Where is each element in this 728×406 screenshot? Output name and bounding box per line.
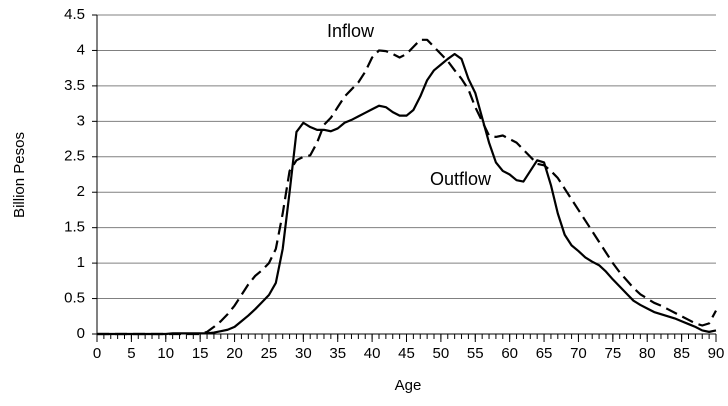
x-tick-label: 75: [604, 345, 621, 362]
y-axis-label: Billion Pesos: [11, 132, 28, 218]
x-tick-label: 55: [467, 345, 484, 362]
x-tick-label: 45: [398, 345, 415, 362]
x-tick-label: 25: [261, 345, 278, 362]
x-tick-label: 30: [295, 345, 312, 362]
series-line: [97, 52, 717, 336]
series-annotation: Inflow: [327, 21, 375, 41]
x-tick-label: 60: [501, 345, 518, 362]
y-tick-label: 2.5: [64, 148, 85, 165]
y-tick-label: 0: [77, 325, 85, 342]
x-tick-label: 15: [192, 345, 209, 362]
x-tick-label: 35: [329, 345, 346, 362]
x-axis-label: Age: [395, 377, 422, 394]
x-tick-label: 80: [639, 345, 656, 362]
x-tick-label: 85: [673, 345, 690, 362]
y-tick-label: 0.5: [64, 290, 85, 307]
series-annotation: Outflow: [430, 169, 492, 189]
y-tick-label: 3.5: [64, 77, 85, 94]
y-tick-label: 4: [77, 41, 85, 58]
x-tick-label: 50: [433, 345, 450, 362]
y-tick-label: 1: [77, 254, 85, 271]
y-tick-label: 2: [77, 183, 85, 200]
x-tick-label: 10: [157, 345, 174, 362]
x-tick-label: 65: [536, 345, 553, 362]
x-tick-label: 20: [226, 345, 243, 362]
x-tick-label: 90: [708, 345, 725, 362]
series-line: [97, 38, 717, 336]
x-tick-label: 5: [127, 345, 135, 362]
x-tick-label: 40: [364, 345, 381, 362]
x-tick-label: 0: [93, 345, 101, 362]
y-tick-label: 3: [77, 112, 85, 129]
x-tick-label: 70: [570, 345, 587, 362]
y-tick-label: 4.5: [64, 6, 85, 23]
y-tick-label: 1.5: [64, 219, 85, 236]
